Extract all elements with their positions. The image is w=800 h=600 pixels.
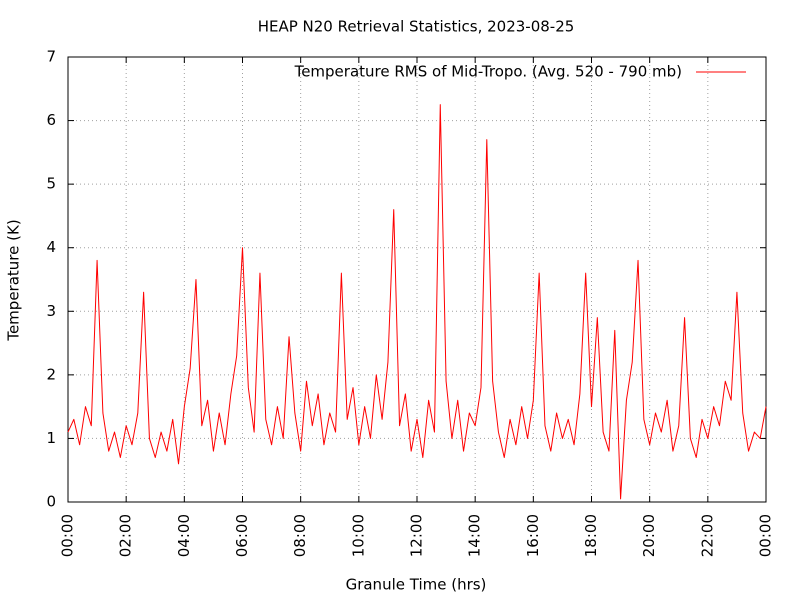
x-tick-label: 00:00 [757,514,775,557]
y-tick-label: 2 [46,365,56,383]
x-tick-label: 16:00 [524,514,542,557]
legend-label: Temperature RMS of Mid-Tropo. (Avg. 520 … [294,63,682,81]
x-tick-label: 10:00 [349,514,367,557]
x-tick-label: 22:00 [698,514,716,557]
y-axis-label: Temperature (K) [5,219,23,341]
y-tick-label: 5 [46,175,56,193]
y-tick-label: 6 [46,111,56,129]
x-tick-label: 14:00 [466,514,484,557]
y-tick-label: 0 [46,493,56,511]
x-tick-label: 08:00 [291,514,309,557]
chart-title: HEAP N20 Retrieval Statistics, 2023-08-2… [258,18,575,36]
x-tick-label: 20:00 [640,514,658,557]
data-line [67,104,767,500]
x-tick-label: 12:00 [408,514,426,557]
x-tick-label: 04:00 [175,514,193,557]
x-axis-label: Granule Time (hrs) [346,576,487,594]
y-tick-label: 7 [46,48,56,66]
plot-frame [67,56,767,503]
y-tick-label: 4 [46,238,56,256]
x-tick-label: 18:00 [582,514,600,557]
x-tick-label: 02:00 [117,514,135,557]
y-tick-label: 1 [46,429,56,447]
x-tick-label: 00:00 [59,514,77,557]
y-tick-label: 3 [46,302,56,320]
x-tick-label: 06:00 [233,514,251,557]
